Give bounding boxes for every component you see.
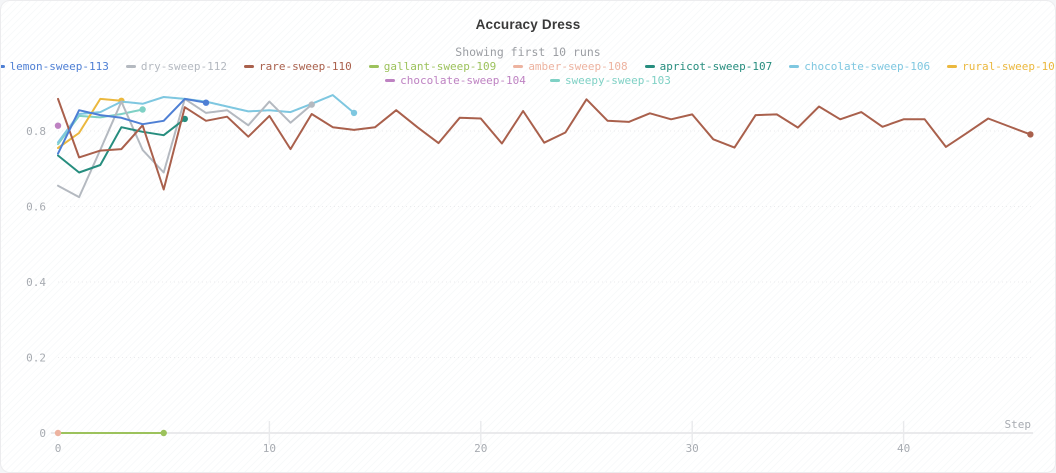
legend-swatch-icon — [644, 65, 655, 68]
legend-label: chocolate-sweep-104 — [400, 74, 526, 87]
legend-swatch-icon — [513, 65, 524, 68]
y-tick-label: 0.6 — [26, 201, 46, 214]
legend-label: gallant-sweep-109 — [383, 60, 497, 73]
legend-label: chocolate-sweep-106 — [804, 60, 931, 73]
legend-item-chocolate-sweep-106[interactable]: chocolate-sweep-106 — [789, 60, 930, 73]
x-axis-title: Step — [1005, 418, 1032, 431]
legend-swatch-icon — [385, 79, 396, 82]
series-line-rural-sweep-105[interactable] — [57, 97, 123, 149]
legend-label: rural-sweep-105 — [962, 60, 1056, 73]
series-endpoint-rare-sweep-110[interactable] — [1027, 131, 1034, 138]
series-line-lemon-sweep-113[interactable] — [57, 97, 207, 155]
legend-swatch-icon — [244, 65, 254, 68]
x-tick-label: 30 — [686, 442, 699, 455]
legend-label: apricot-sweep-107 — [659, 60, 773, 73]
legend-label: rare-sweep-110 — [259, 60, 352, 73]
series-endpoint-chocolate-sweep-104[interactable] — [54, 122, 62, 129]
legend-item-amber-sweep-108[interactable]: amber-sweep-108 — [513, 60, 628, 73]
legend-item-lemon-sweep-113[interactable]: lemon-sweep-113 — [1, 60, 109, 73]
series-line-apricot-sweep-107[interactable] — [57, 117, 186, 174]
series-endpoint-amber-sweep-108[interactable] — [54, 429, 62, 437]
y-tick-label: 0.2 — [26, 352, 46, 365]
legend-label: amber-sweep-108 — [528, 60, 628, 73]
legend-item-chocolate-sweep-104[interactable]: chocolate-sweep-104 — [385, 74, 526, 87]
legend-item-rare-sweep-110[interactable]: rare-sweep-110 — [244, 60, 352, 73]
series-endpoint-dry-sweep-112[interactable] — [308, 101, 315, 108]
chart-subtitle: Showing first 10 runs — [455, 45, 601, 59]
legend-row-1: lemon-sweep-113 dry-sweep-112 rare-sweep-1… — [1, 60, 1055, 73]
chart-title: Accuracy Dress — [475, 17, 581, 32]
legend-item-sweepy-sweep-103[interactable]: sweepy-sweep-103 — [549, 74, 671, 87]
series-endpoint-gallant-sweep-109[interactable] — [160, 429, 167, 437]
x-tick-label: 0 — [55, 442, 62, 455]
legend-item-rural-sweep-105[interactable]: rural-sweep-105 — [947, 60, 1056, 73]
legend-swatch-icon — [125, 65, 136, 68]
legend-label: dry-sweep-112 — [140, 60, 227, 73]
series-endpoint-lemon-sweep-113[interactable] — [202, 99, 210, 106]
y-tick-label: 0.8 — [26, 125, 46, 138]
series-endpoint-chocolate-sweep-106[interactable] — [350, 109, 358, 117]
y-tick-label: 0 — [39, 427, 46, 440]
legend-item-gallant-sweep-109[interactable]: gallant-sweep-109 — [368, 60, 497, 73]
legend-swatch-icon — [1, 65, 5, 68]
legend-swatch-icon — [549, 79, 560, 82]
legend-swatch-icon — [789, 65, 800, 68]
x-tick-label: 10 — [263, 442, 276, 455]
x-tick-label: 40 — [897, 442, 910, 455]
legend-item-apricot-sweep-107[interactable]: apricot-sweep-107 — [644, 60, 773, 73]
legend-row-2: chocolate-sweep-104 sweepy-sweep-103 — [9, 74, 1047, 87]
x-tick-label: 20 — [474, 442, 487, 455]
series-line-rare-sweep-110[interactable] — [57, 97, 1032, 191]
y-tick-label: 0.4 — [26, 276, 46, 289]
legend-item-dry-sweep-112[interactable]: dry-sweep-112 — [125, 60, 227, 73]
legend-label: sweepy-sweep-103 — [564, 74, 671, 87]
legend-swatch-icon — [368, 65, 379, 68]
legend-swatch-icon — [947, 65, 958, 68]
legend-label: lemon-sweep-113 — [9, 60, 109, 73]
series-endpoint-sweepy-sweep-103[interactable] — [139, 106, 146, 113]
